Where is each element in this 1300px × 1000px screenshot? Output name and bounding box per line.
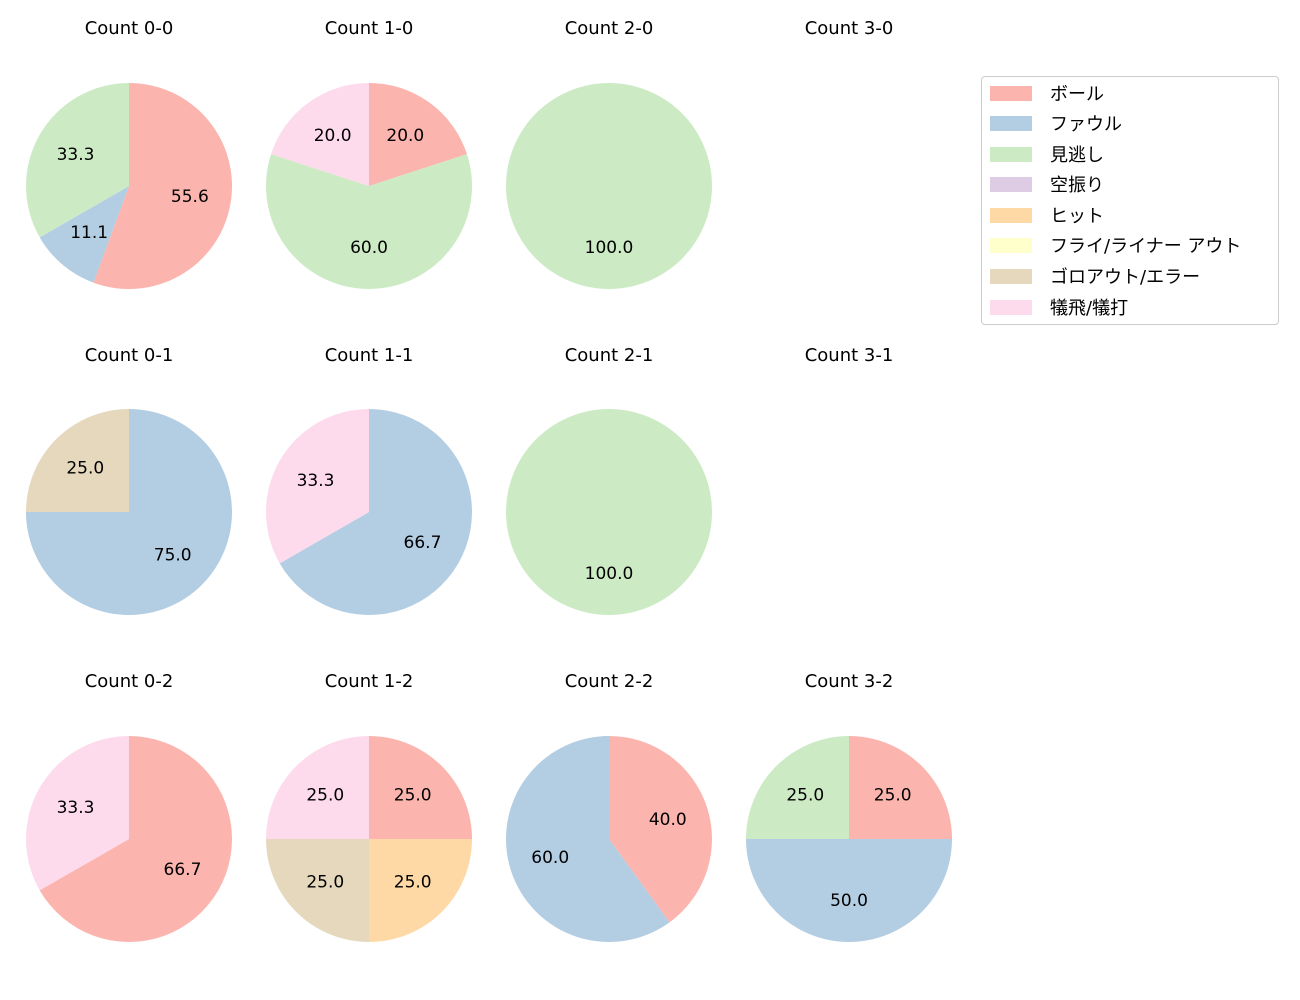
pie-chart: Count 1-0 20.0 60.0 20.0 bbox=[266, 18, 472, 289]
slice-label: 55.6 bbox=[171, 187, 209, 207]
pie-title: Count 1-0 bbox=[325, 18, 414, 39]
pie-title: Count 1-1 bbox=[325, 345, 414, 366]
pie-slice bbox=[506, 409, 712, 615]
pie-title: Count 0-1 bbox=[85, 345, 174, 366]
slice-label: 50.0 bbox=[830, 891, 868, 911]
pie-slice bbox=[369, 839, 472, 942]
pie-slice bbox=[506, 736, 670, 942]
slice-label: 60.0 bbox=[350, 238, 388, 258]
pie-title: Count 0-2 bbox=[85, 671, 174, 692]
slice-label: 100.0 bbox=[585, 238, 634, 258]
legend-label: 犠飛/犠打 bbox=[1050, 298, 1129, 319]
pie-chart: Count 0-2 66.7 33.3 bbox=[26, 671, 233, 942]
pie-chart: Count 3-2 25.0 50.0 25.0 bbox=[746, 671, 952, 942]
slice-label: 20.0 bbox=[314, 126, 352, 146]
pie-chart: Count 2-2 40.0 60.0 bbox=[506, 671, 713, 942]
pie-title: Count 1-2 bbox=[325, 671, 414, 692]
slice-label: 11.1 bbox=[70, 223, 108, 243]
chart-legend: ボール ファウル 見逃し 空振り ヒット フライ/ライナー アウト ゴロアウト/… bbox=[981, 76, 1279, 325]
pie-slice bbox=[271, 83, 369, 186]
pie-slice bbox=[266, 154, 472, 289]
legend-swatch-swinging-strike bbox=[990, 176, 1032, 192]
pie-slice bbox=[25, 83, 129, 238]
legend-item-foul: ファウル bbox=[990, 112, 1122, 135]
legend-label: 空振り bbox=[1050, 175, 1104, 196]
pie-slice bbox=[849, 736, 952, 839]
slice-label: 25.0 bbox=[66, 458, 104, 478]
slice-label: 25.0 bbox=[394, 785, 432, 805]
slice-label: 25.0 bbox=[306, 785, 344, 805]
pie-title: Count 2-0 bbox=[565, 18, 654, 39]
pie-slice bbox=[26, 409, 129, 512]
legend-item-sacrifice: 犠飛/犠打 bbox=[990, 296, 1129, 319]
pie-title: Count 3-0 bbox=[805, 18, 894, 39]
pie-title: Count 3-2 bbox=[805, 671, 894, 692]
pie-chart: Count 1-2 25.0 25.0 25.0 25.0 bbox=[266, 671, 472, 942]
pie-chart: Count 3-1 bbox=[805, 345, 894, 366]
legend-item-called-strike: 見逃し bbox=[990, 143, 1104, 166]
pie-chart: Count 3-0 bbox=[805, 18, 894, 39]
legend-swatch-called-strike bbox=[990, 146, 1032, 162]
legend-item-fly-liner-out: フライ/ライナー アウト bbox=[990, 234, 1242, 257]
legend-label: ヒット bbox=[1050, 206, 1104, 227]
pie-title: Count 2-1 bbox=[565, 345, 654, 366]
pie-slice bbox=[266, 409, 369, 564]
legend-item-hit: ヒット bbox=[990, 204, 1104, 227]
pie-slice bbox=[746, 839, 952, 942]
slice-label: 40.0 bbox=[649, 810, 687, 830]
slice-label: 25.0 bbox=[394, 873, 432, 893]
slice-label: 66.7 bbox=[404, 533, 442, 553]
slice-label: 25.0 bbox=[874, 785, 912, 805]
legend-swatch-grounder-out-error bbox=[990, 268, 1032, 284]
pie-slice bbox=[369, 83, 467, 186]
pie-chart: Count 2-0 100.0 bbox=[506, 18, 712, 289]
pie-slice bbox=[279, 409, 472, 615]
legend-label: ゴロアウト/エラー bbox=[1050, 267, 1201, 288]
pie-chart: Count 0-0 55.6 11.1 33.3 bbox=[25, 18, 233, 289]
legend-swatch-ball bbox=[990, 85, 1032, 101]
pie-slice bbox=[506, 83, 712, 289]
slice-label: 25.0 bbox=[306, 873, 344, 893]
pie-slice bbox=[266, 736, 369, 839]
pie-slice bbox=[609, 736, 713, 923]
pie-slice bbox=[746, 736, 849, 839]
slice-label: 33.3 bbox=[57, 145, 95, 165]
legend-label: フライ/ライナー アウト bbox=[1050, 236, 1242, 257]
slice-label: 100.0 bbox=[585, 564, 634, 584]
pie-chart: Count 0-1 75.0 25.0 bbox=[26, 345, 232, 615]
pie-slice bbox=[39, 736, 233, 942]
legend-swatch-sacrifice bbox=[990, 299, 1032, 315]
slice-label: 33.3 bbox=[297, 471, 335, 491]
slice-label: 60.0 bbox=[531, 848, 569, 868]
slice-label: 33.3 bbox=[57, 798, 95, 818]
pie-slice bbox=[26, 736, 129, 891]
pie-slice bbox=[266, 839, 369, 942]
legend-swatch-fly-liner-out bbox=[990, 237, 1032, 253]
legend-swatch-foul bbox=[990, 115, 1032, 131]
slice-label: 25.0 bbox=[786, 785, 824, 805]
pie-title: Count 0-0 bbox=[85, 18, 174, 39]
slice-label: 66.7 bbox=[164, 860, 202, 880]
legend-label: 見逃し bbox=[1050, 145, 1104, 166]
pie-slice bbox=[369, 736, 472, 839]
legend-item-swinging-strike: 空振り bbox=[990, 173, 1104, 196]
legend-label: ファウル bbox=[1050, 114, 1122, 135]
pie-slice bbox=[93, 83, 233, 289]
pie-title: Count 2-2 bbox=[565, 671, 654, 692]
pie-title: Count 3-1 bbox=[805, 345, 894, 366]
pie-chart: Count 1-1 66.7 33.3 bbox=[266, 345, 472, 615]
legend-label: ボール bbox=[1050, 84, 1104, 105]
legend-item-grounder-out-error: ゴロアウト/エラー bbox=[990, 265, 1201, 288]
pie-chart: Count 2-1 100.0 bbox=[506, 345, 712, 615]
pie-slice bbox=[39, 186, 129, 283]
slice-label: 75.0 bbox=[154, 546, 192, 566]
legend-item-ball: ボール bbox=[990, 82, 1104, 105]
slice-label: 20.0 bbox=[386, 126, 424, 146]
legend-swatch-hit bbox=[990, 207, 1032, 223]
